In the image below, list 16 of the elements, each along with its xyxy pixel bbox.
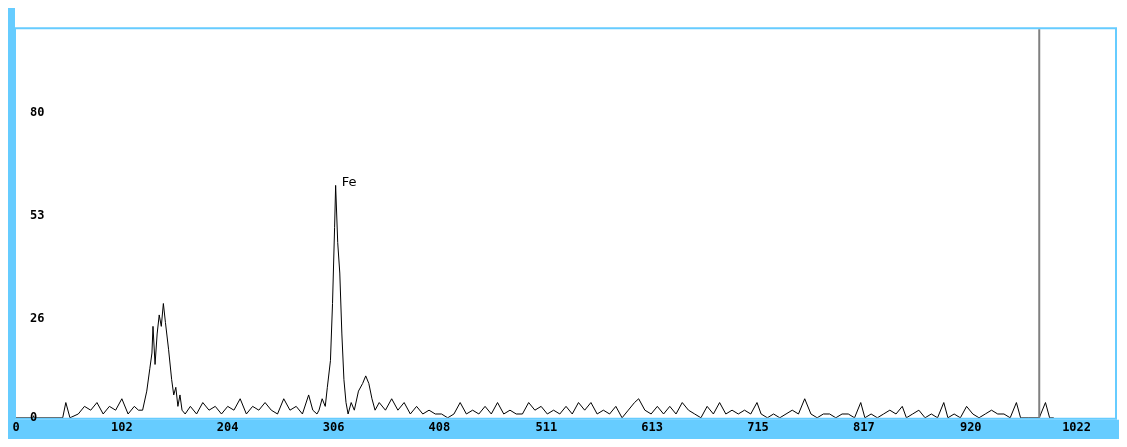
y-tick-label: 80 (30, 105, 45, 120)
y-tick-label: 26 (30, 310, 45, 325)
x-tick-label: 511 (535, 420, 558, 435)
x-tick-label: 817 (853, 420, 875, 435)
x-tick-label: 715 (747, 420, 769, 435)
x-tick-label: 1022 (1062, 420, 1092, 435)
x-tick-label: 0 (12, 420, 20, 435)
x-tick-label: 920 (959, 420, 982, 435)
x-tick-label: 306 (322, 420, 345, 435)
y-tick-label: 0 (30, 409, 38, 424)
x-tick-label: 613 (641, 420, 663, 435)
x-tick-label: 408 (428, 420, 451, 435)
y-tick-label: 53 (30, 208, 45, 223)
x-tick-label: 102 (111, 420, 133, 435)
x-tick-label: 204 (216, 420, 239, 435)
annotation: Fe (341, 174, 357, 190)
